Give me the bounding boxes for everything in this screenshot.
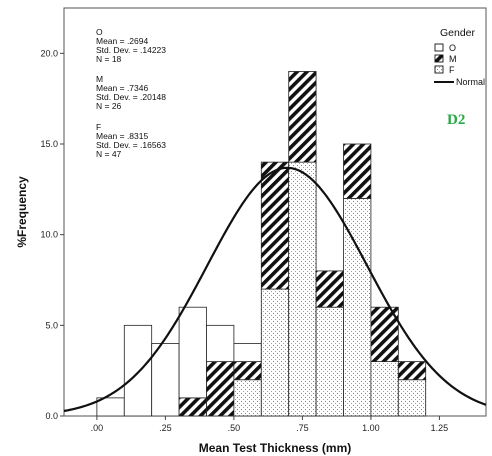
bars-layer (96, 71, 427, 417)
bar-m-5 (233, 361, 262, 381)
bar-o-2 (151, 343, 180, 417)
legend-label-m: M (449, 54, 457, 64)
y-axis: 0.0 5.0 10.0 15.0 20.0 (40, 48, 64, 421)
x-tick-label: 1.00 (362, 423, 380, 433)
x-tick-label: .25 (159, 423, 172, 433)
stat-m-line-3: Std. Dev. = .20148 (96, 92, 166, 102)
y-axis-title: %Frequency (15, 176, 29, 248)
bar-f-5 (233, 379, 262, 417)
normal-curve (63, 166, 487, 413)
stat-o-line-2: Mean = .2694 (96, 36, 148, 46)
legend-swatch-f (434, 65, 444, 74)
stats-annotations: O Mean = .2694 Std. Dev. = .14223 N = 18… (96, 27, 166, 159)
y-tick-label: 20.0 (40, 48, 58, 58)
legend-label-normal: Normal (456, 77, 485, 87)
bar-o-4 (206, 324, 235, 362)
bar-o-1 (123, 324, 153, 417)
y-tick-label: 10.0 (40, 230, 58, 240)
x-tick-label: 1.25 (431, 423, 449, 433)
bar-f-7 (288, 161, 317, 417)
x-tick-label: .75 (296, 423, 309, 433)
legend-title: Gender (440, 27, 476, 39)
bar-m-4 (206, 361, 235, 417)
bar-o-3 (178, 306, 207, 399)
bar-m-8 (315, 270, 344, 308)
legend-swatch-m (434, 54, 444, 63)
x-tick-label: .50 (228, 423, 241, 433)
stat-f-line-2: Mean = .8315 (96, 131, 148, 141)
bar-f-11 (397, 379, 427, 417)
normal-curve-layer (63, 166, 487, 413)
x-axis: .00 .25 .50 .75 1.00 1.25 (91, 416, 449, 433)
bar-m-11 (397, 361, 427, 381)
stat-f-line-4: N = 47 (96, 149, 122, 159)
legend: Gender O M F Normal (434, 27, 485, 87)
y-tick-label: 15.0 (40, 139, 58, 149)
stat-f-line-3: Std. Dev. = .16563 (96, 140, 166, 150)
bar-m-10 (370, 306, 399, 363)
bar-f-10 (370, 361, 399, 417)
x-tick-label: .00 (91, 423, 104, 433)
stat-o-line-4: N = 18 (96, 54, 122, 64)
stat-m-line-4: N = 26 (96, 101, 122, 111)
legend-label-o: O (449, 43, 456, 53)
bar-m-3 (178, 397, 207, 417)
bar-m-6 (260, 161, 290, 290)
bar-f-8 (315, 306, 344, 417)
bar-f-6 (260, 288, 290, 417)
y-tick-label: 0.0 (45, 411, 58, 421)
x-axis-title: Mean Test Thickness (mm) (199, 441, 351, 455)
legend-label-f: F (449, 65, 455, 75)
stat-o-line-1: O (96, 27, 103, 37)
stat-o-line-3: Std. Dev. = .14223 (96, 45, 166, 55)
y-tick-label: 5.0 (45, 320, 58, 330)
stat-f-line-1: F (96, 122, 101, 132)
legend-swatch-o (434, 43, 444, 52)
stat-m-line-2: Mean = .7346 (96, 83, 148, 93)
bar-o-5 (233, 343, 262, 363)
bar-f-9 (343, 197, 372, 417)
stat-m-line-1: M (96, 74, 103, 84)
bar-m-7 (288, 71, 317, 163)
d2-tag: D2 (447, 112, 465, 128)
bar-m-9 (343, 143, 372, 199)
